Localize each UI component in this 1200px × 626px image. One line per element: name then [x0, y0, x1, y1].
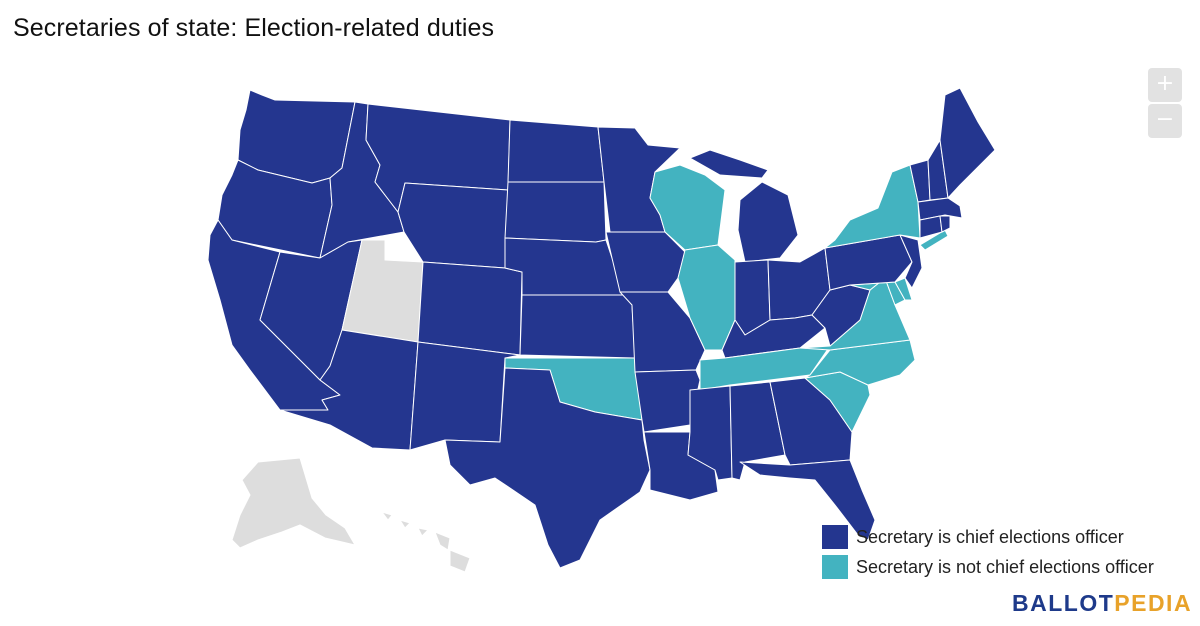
state-AK[interactable]	[231, 457, 356, 549]
legend-swatch-not-chief	[822, 555, 848, 579]
zoom-in-button[interactable]: +	[1148, 68, 1182, 102]
legend-label-not-chief: Secretary is not chief elections officer	[856, 556, 1154, 577]
brand-part2: PEDIA	[1114, 590, 1193, 616]
zoom-out-button[interactable]: −	[1148, 104, 1182, 138]
state-ME[interactable]	[939, 87, 996, 199]
state-IA[interactable]	[605, 231, 686, 293]
state-CO[interactable]	[417, 261, 523, 356]
state-KS[interactable]	[519, 294, 636, 359]
state-DE[interactable]	[894, 277, 913, 301]
page-title: Secretaries of state: Election-related d…	[13, 14, 495, 42]
state-FL[interactable]	[739, 459, 876, 541]
brand-part1: BALLOT	[1012, 590, 1115, 616]
state-WY[interactable]	[397, 182, 509, 269]
state-SD[interactable]	[504, 181, 607, 243]
legend-swatch-chief	[822, 525, 848, 549]
state-NE[interactable]	[504, 237, 625, 296]
state-MI[interactable]	[689, 149, 799, 263]
state-ND[interactable]	[507, 119, 605, 183]
legend-item-not-chief: Secretary is not chief elections officer	[822, 552, 1154, 582]
legend-label-chief: Secretary is chief elections officer	[856, 526, 1124, 547]
legend: Secretary is chief elections officer Sec…	[822, 522, 1154, 582]
state-TX[interactable]	[444, 367, 651, 569]
state-RI[interactable]	[939, 215, 951, 233]
ballotpedia-logo: BALLOTPEDIA	[1012, 590, 1192, 617]
state-HI[interactable]	[381, 511, 471, 573]
legend-item-chief: Secretary is chief elections officer	[822, 522, 1154, 552]
state-NJ[interactable]	[899, 234, 923, 289]
